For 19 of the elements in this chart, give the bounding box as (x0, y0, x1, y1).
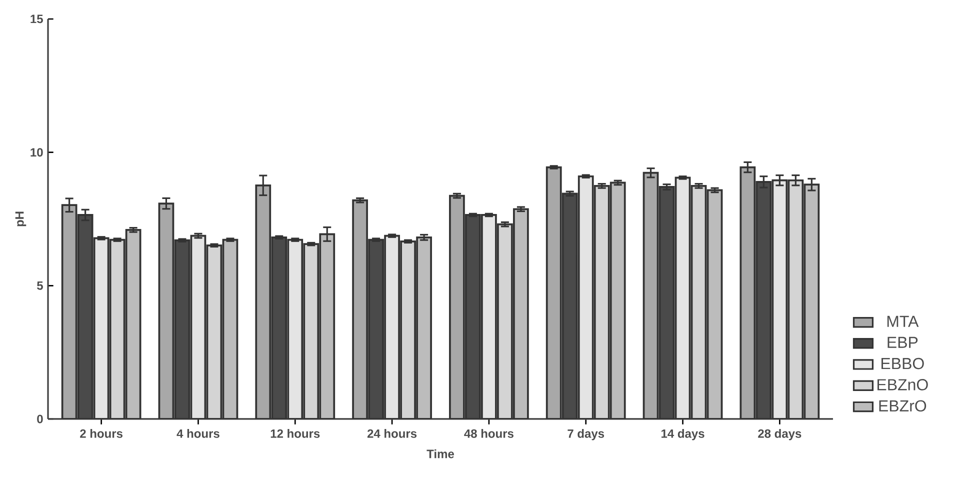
legend-label: EBZnO (878, 379, 928, 390)
x-tick-label: 48 hours (464, 429, 514, 438)
x-axis-title: Time (426, 449, 454, 458)
x-tick-label: 12 hours (270, 429, 320, 438)
x-tick-label: 2 hours (80, 429, 122, 438)
y-axis-title: pH (15, 212, 26, 226)
y-tick-label: 5 (37, 281, 43, 290)
x-tick-label: 7 days (568, 429, 604, 440)
legend-label: EBZrO (879, 400, 926, 412)
legend-label: MTA (887, 316, 919, 327)
x-tick-label: 4 hours (176, 429, 220, 438)
y-tick-label: 15 (30, 14, 43, 24)
legend-label: EBBO (882, 358, 924, 370)
y-tick-label: 0 (37, 414, 43, 424)
y-tick-label: 10 (30, 148, 43, 157)
legend-label: EBP (888, 336, 918, 348)
x-tick-label: 14 days (662, 429, 704, 440)
x-tick-label: 24 hours (367, 429, 417, 438)
x-tick-label: 28 days (758, 429, 802, 440)
